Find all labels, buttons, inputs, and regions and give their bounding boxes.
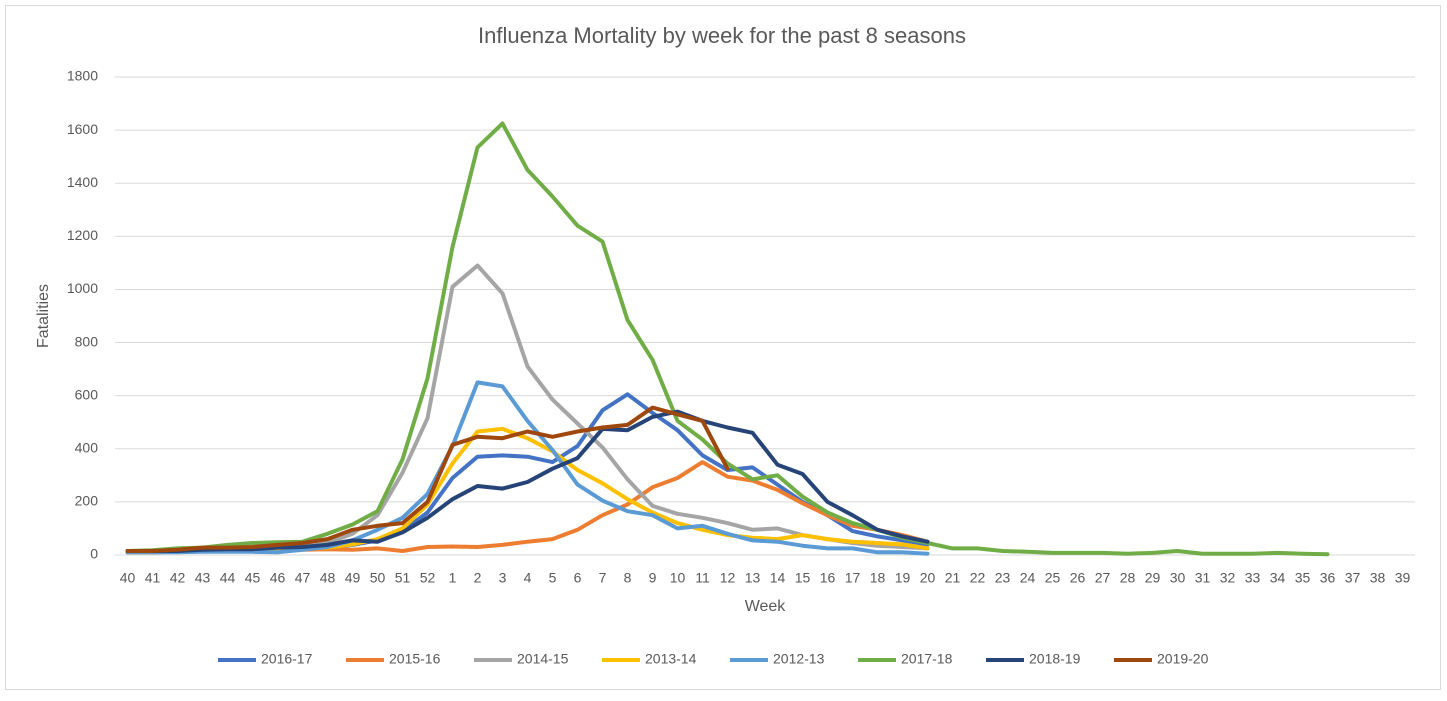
x-tick-label: 43 [195,570,211,586]
x-tick-label: 21 [945,570,961,586]
series-line [125,409,930,553]
x-tick-label: 16 [820,570,836,586]
x-tick-label: 37 [1345,570,1361,586]
x-tick-label: 33 [1245,570,1261,586]
y-tick-label: 0 [90,546,98,562]
x-tick-label: 50 [370,570,386,586]
legend-label: 2013-14 [645,651,697,667]
legend-label: 2015-16 [389,651,441,667]
x-tick-label: 24 [1020,570,1036,586]
y-tick-label: 600 [75,386,99,402]
x-tick-label: 23 [995,570,1011,586]
x-tick-label: 20 [920,570,936,586]
y-tick-label: 1200 [67,227,98,243]
legend-label: 2012-13 [773,651,825,667]
x-tick-label: 22 [970,570,986,586]
x-tick-label: 8 [624,570,632,586]
x-tick-label: 35 [1295,570,1311,586]
x-tick-label: 1 [449,570,457,586]
x-tick-label: 38 [1370,570,1386,586]
y-tick-label: 400 [75,439,99,455]
x-tick-label: 30 [1170,570,1186,586]
legend-label: 2016-17 [261,651,313,667]
x-tick-label: 42 [170,570,186,586]
x-tick-label: 41 [145,570,161,586]
legend-label: 2019-20 [1157,651,1209,667]
y-tick-label: 1400 [67,174,98,190]
x-tick-label: 10 [670,570,686,586]
x-tick-label: 47 [295,570,311,586]
x-tick-label: 32 [1220,570,1236,586]
x-tick-label: 46 [270,570,286,586]
x-tick-label: 27 [1095,570,1111,586]
x-tick-label: 14 [770,570,786,586]
x-tick-label: 15 [795,570,811,586]
x-tick-label: 2 [474,570,482,586]
x-tick-label: 12 [720,570,736,586]
legend-label: 2014-15 [517,651,569,667]
x-tick-label: 3 [499,570,507,586]
y-tick-label: 800 [75,333,99,349]
series-line [125,405,730,553]
legend-label: 2018-19 [1029,651,1081,667]
series-line [125,121,1330,557]
x-tick-label: 36 [1320,570,1336,586]
x-tick-label: 11 [695,570,710,586]
x-tick-label: 19 [895,570,911,586]
chart-title: Influenza Mortality by week for the past… [478,23,966,48]
x-tick-label: 13 [745,570,761,586]
x-tick-label: 18 [870,570,886,586]
x-tick-label: 48 [320,570,336,586]
y-axis-title: Fatalities [35,284,52,348]
x-tick-label: 6 [574,570,582,586]
y-tick-label: 1000 [67,280,98,296]
x-tick-label: 39 [1395,570,1411,586]
x-tick-label: 44 [220,570,236,586]
x-tick-label: 17 [845,570,861,586]
y-tick-label: 200 [75,493,99,509]
x-tick-label: 52 [420,570,436,586]
y-tick-label: 1800 [67,68,98,84]
x-axis-title: Week [745,598,787,615]
x-tick-label: 40 [120,570,136,586]
legend-label: 2017-18 [901,651,953,667]
x-tick-label: 5 [549,570,557,586]
x-tick-label: 26 [1070,570,1086,586]
x-tick-label: 9 [649,570,657,586]
x-tick-label: 45 [245,570,261,586]
x-tick-label: 28 [1120,570,1136,586]
x-tick-label: 31 [1195,570,1211,586]
y-tick-label: 1600 [67,121,98,137]
x-tick-label: 7 [599,570,607,586]
series-line [125,380,930,556]
x-tick-label: 25 [1045,570,1061,586]
x-tick-label: 4 [524,570,532,586]
x-tick-label: 49 [345,570,361,586]
x-tick-label: 34 [1270,570,1286,586]
chart-border [5,5,1441,690]
x-tick-label: 51 [395,570,411,586]
x-tick-label: 29 [1145,570,1161,586]
